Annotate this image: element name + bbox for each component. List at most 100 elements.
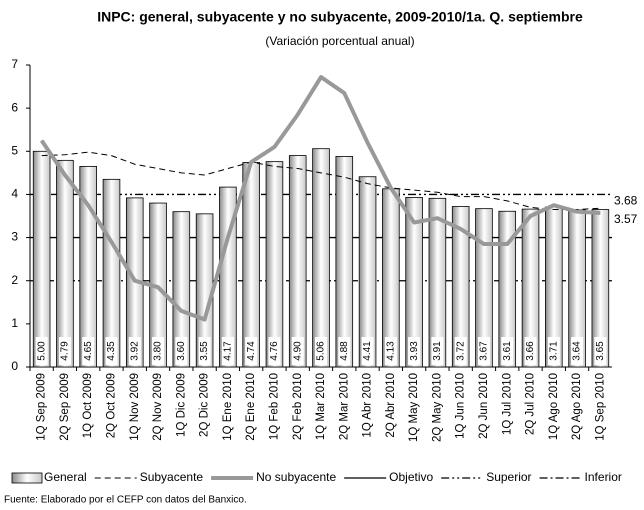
bar-label: 3.64 <box>572 341 583 361</box>
bar-label-box <box>82 337 95 365</box>
bar-label-box <box>152 337 165 365</box>
x-tick-label: 1Q Abr 2010 <box>362 373 374 438</box>
bar-label-box <box>547 337 560 365</box>
bar-label-box <box>477 337 490 365</box>
bar-label: 4.17 <box>223 341 234 361</box>
bar-label-box <box>291 337 304 365</box>
x-tick-label: 2Q Jul 2010 <box>525 373 537 435</box>
bar-label-box <box>501 337 514 365</box>
bar-label-box <box>35 337 48 365</box>
bar-label: 3.61 <box>502 341 513 361</box>
bar <box>288 155 307 368</box>
bar-label: 4.13 <box>385 341 396 361</box>
x-tick-label: 2Q Ene 2010 <box>245 373 257 441</box>
bar-label-box <box>315 337 327 365</box>
y-tick-label: 3 <box>11 230 18 244</box>
legend-label: No subyacente <box>256 470 336 484</box>
legend-label: Objetivo <box>389 470 433 484</box>
bar <box>521 208 540 368</box>
bar <box>358 176 377 368</box>
bar-label-box <box>524 337 537 365</box>
bar-label: 4.76 <box>269 341 280 361</box>
bar <box>451 206 470 368</box>
bar-label-box <box>175 337 188 365</box>
bar <box>475 208 493 368</box>
chart-subtitle: (Variación porcentual anual) <box>265 34 414 48</box>
legend-label: Inferior <box>585 470 622 484</box>
bar-label: 4.65 <box>83 341 94 361</box>
bar <box>56 159 74 368</box>
bar-label: 3.60 <box>176 341 187 361</box>
x-tick-label: 1Q Jul 2010 <box>501 373 513 435</box>
x-tick-label: 1Q Ago 2010 <box>548 373 560 440</box>
bar-label: 3.65 <box>595 341 606 361</box>
bar-label: 5.00 <box>36 341 47 361</box>
y-tick-label: 6 <box>11 100 18 114</box>
line-series <box>41 151 601 211</box>
y-tick-label: 7 <box>11 57 18 71</box>
bar-label: 4.79 <box>60 341 71 361</box>
bar-label-box <box>198 337 211 365</box>
bar-label-box <box>431 337 444 365</box>
x-tick-label: 1Q Sep 2010 <box>594 373 606 441</box>
legend-label: Superior <box>486 470 531 484</box>
bar-label-box <box>454 337 467 365</box>
bar-label: 4.90 <box>292 341 303 361</box>
legend-label: Subyacente <box>140 470 204 484</box>
x-tick-label: 1Q Nov 2009 <box>129 373 141 441</box>
x-tick-label: 2Q Mar 2010 <box>338 373 350 440</box>
bar-label-box <box>408 337 421 365</box>
bar <box>172 211 191 368</box>
x-tick-label: 1Q Ene 2010 <box>222 373 234 441</box>
bar-label: 4.35 <box>106 341 117 361</box>
bar-label-box <box>128 337 141 365</box>
legend-swatch <box>11 472 43 484</box>
y-tick-label: 1 <box>11 316 18 330</box>
bar <box>312 148 330 368</box>
bar-label-box <box>58 337 71 365</box>
bar <box>219 186 237 368</box>
bar-label: 3.55 <box>199 341 210 361</box>
x-tick-label: 2Q Feb 2010 <box>292 373 304 440</box>
x-tick-label: 2Q Jun 2010 <box>478 373 490 439</box>
x-tick-label: 1Q Mar 2010 <box>315 373 327 440</box>
x-tick-label: 2Q Dic 2009 <box>199 373 211 437</box>
y-tick-label: 2 <box>11 273 18 287</box>
bar-label: 4.74 <box>246 341 257 361</box>
bar <box>498 210 517 368</box>
y-tick-label: 4 <box>11 187 18 201</box>
bar-label: 3.72 <box>455 341 466 361</box>
x-tick-label: 1Q Sep 2009 <box>36 373 48 441</box>
x-tick-label: 2Q Oct 2009 <box>106 373 118 438</box>
bar-label: 3.80 <box>153 341 164 361</box>
line-series <box>39 75 601 322</box>
x-tick-label: 1Q Oct 2009 <box>82 373 94 438</box>
chart-title: INPC: general, subyacente y no subyacent… <box>97 9 583 25</box>
legend-label: General <box>44 470 87 484</box>
bar-label-box <box>338 337 351 365</box>
end-label: 3.68 <box>614 193 638 207</box>
x-tick-label: 2Q Nov 2009 <box>152 373 164 441</box>
x-tick-label: 2Q Sep 2009 <box>59 373 71 441</box>
bar-label: 3.66 <box>525 341 536 361</box>
bar-label: 4.88 <box>339 341 350 361</box>
bar-label: 4.41 <box>362 341 373 361</box>
bar-label-box <box>361 337 374 365</box>
bar-label: 3.92 <box>129 341 140 361</box>
bar <box>79 165 97 368</box>
x-tick-label: 1Q Feb 2010 <box>268 373 280 440</box>
bar-label-box <box>594 337 607 365</box>
bar-label: 3.67 <box>479 341 490 361</box>
bar <box>32 150 51 368</box>
end-label: 3.57 <box>614 212 638 226</box>
bar-label-box <box>221 337 234 365</box>
x-tick-label: 2Q Abr 2010 <box>385 373 397 438</box>
x-tick-label: 1Q Dic 2009 <box>175 373 187 437</box>
bar-label-box <box>245 337 258 365</box>
bar <box>591 209 610 368</box>
bar <box>405 197 423 368</box>
y-tick-label: 0 <box>11 359 18 373</box>
x-tick-label: 2Q Ago 2010 <box>571 373 583 440</box>
x-tick-label: 1Q May 2010 <box>408 373 420 442</box>
